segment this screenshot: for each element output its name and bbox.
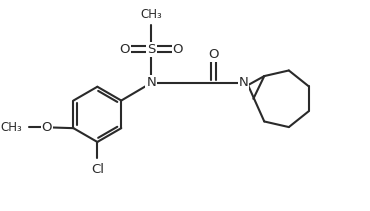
Text: Cl: Cl xyxy=(91,163,104,176)
Text: CH₃: CH₃ xyxy=(0,121,22,134)
Text: CH₃: CH₃ xyxy=(141,8,162,21)
Text: S: S xyxy=(147,43,155,56)
Text: O: O xyxy=(208,48,219,61)
Text: O: O xyxy=(42,121,52,134)
Text: N: N xyxy=(239,76,248,89)
Text: O: O xyxy=(120,43,130,56)
Text: O: O xyxy=(173,43,183,56)
Text: N: N xyxy=(147,76,156,89)
